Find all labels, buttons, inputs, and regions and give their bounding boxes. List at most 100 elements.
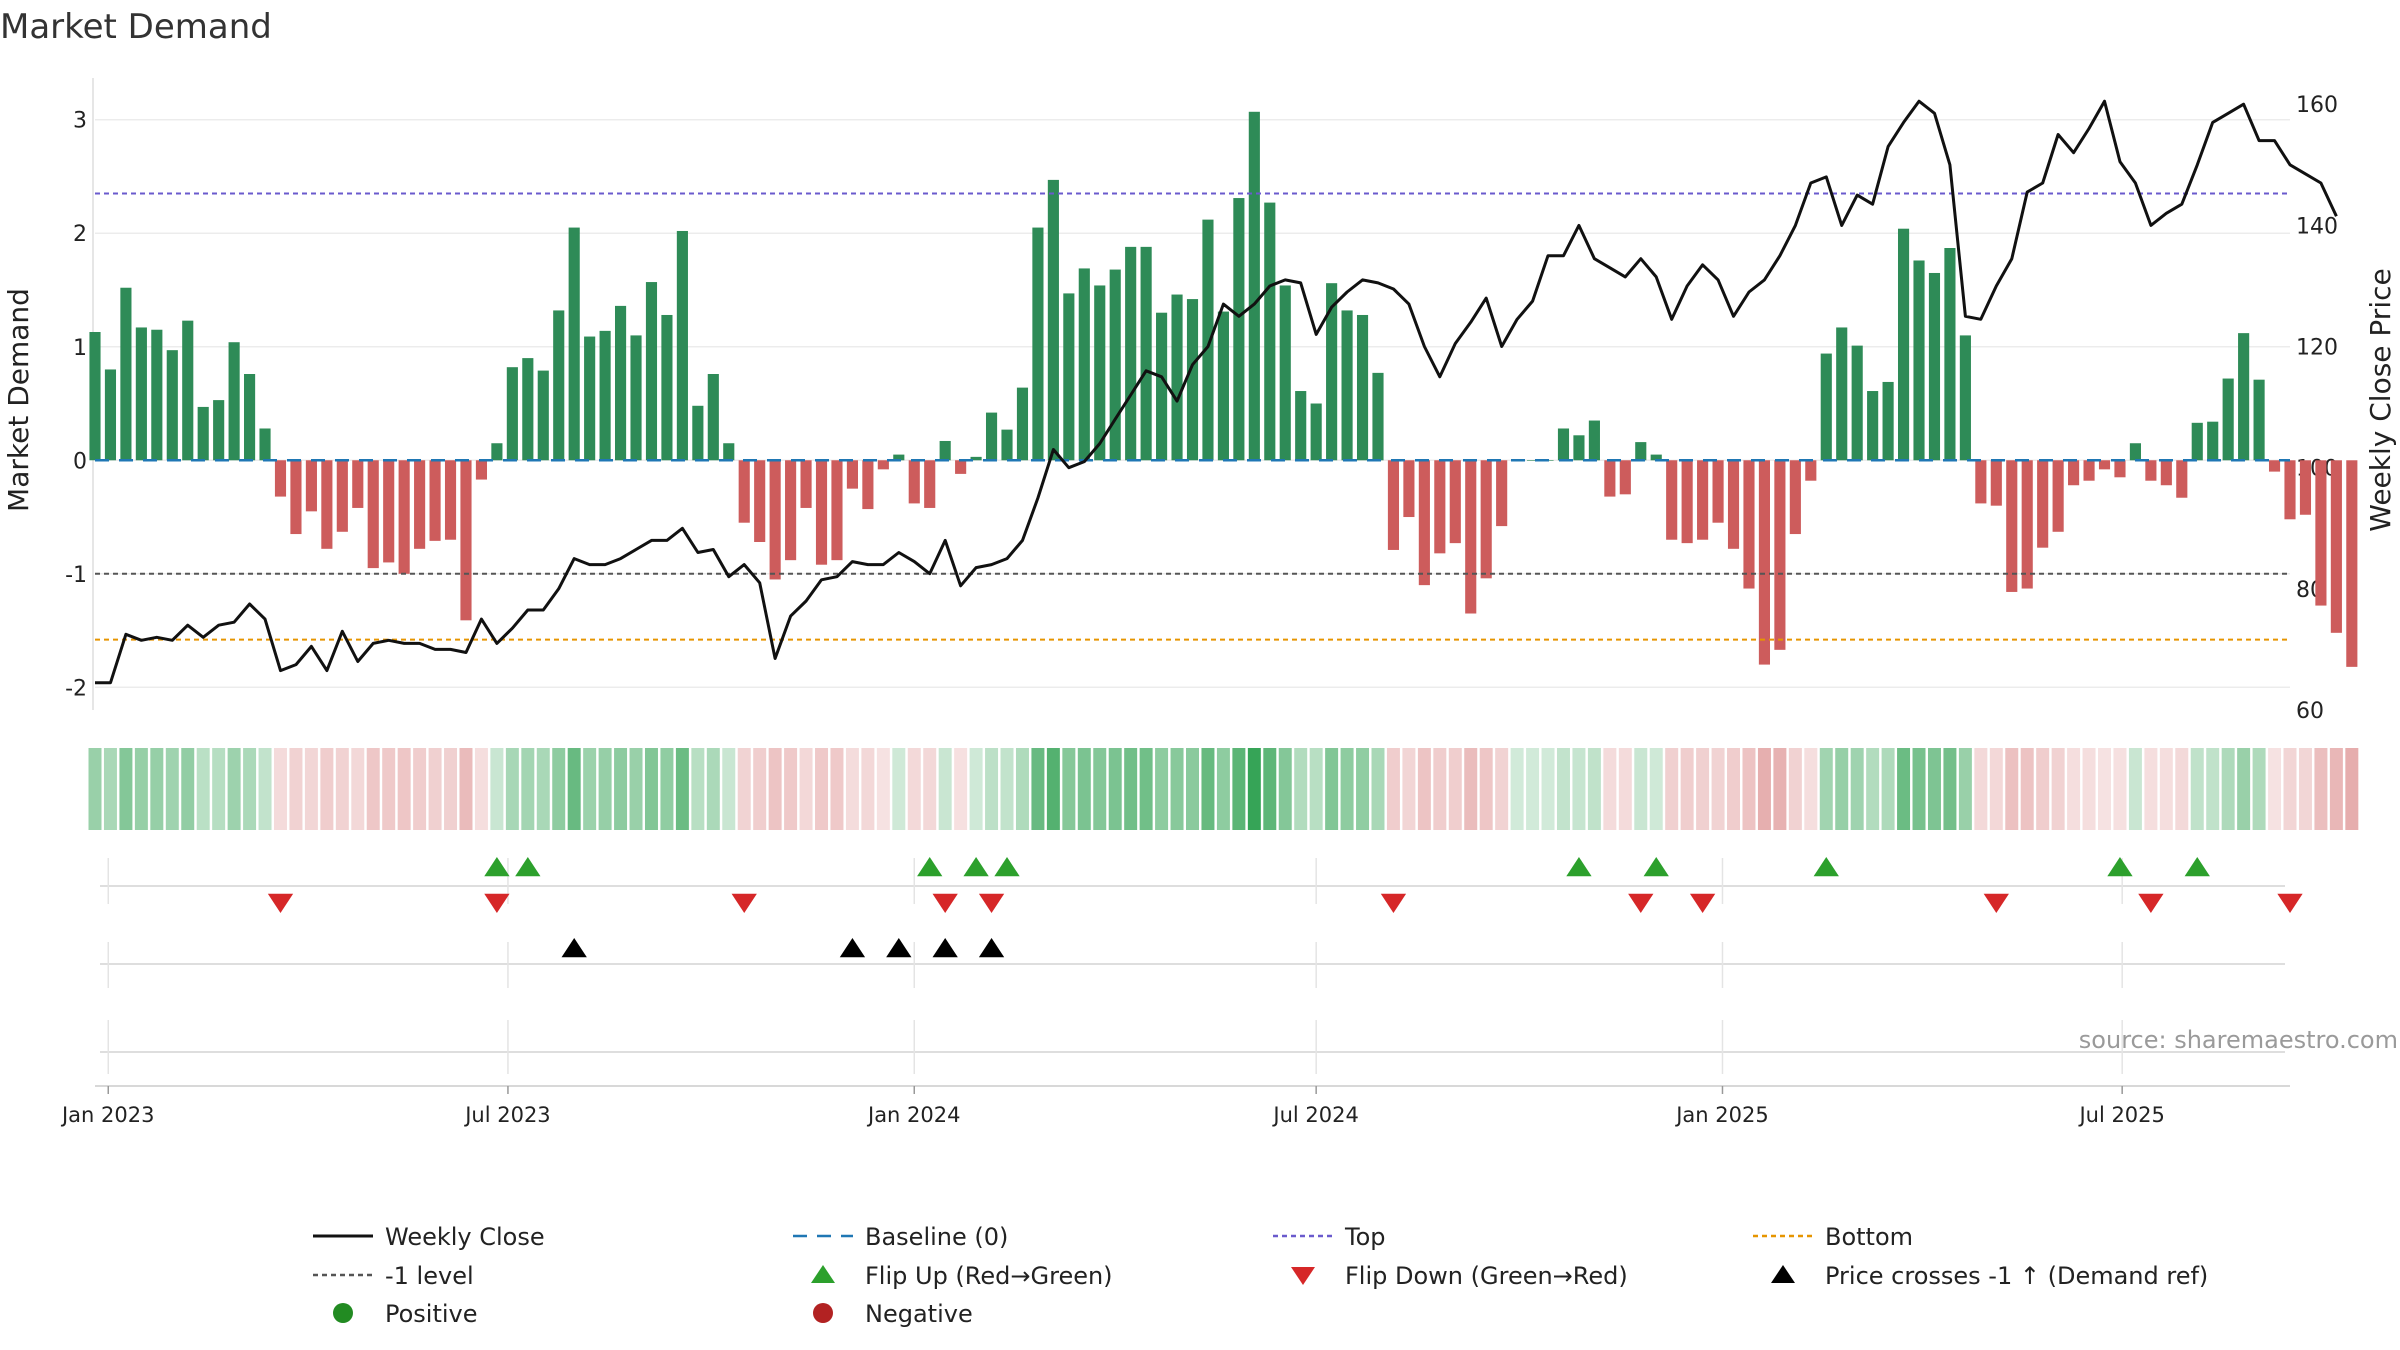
- heat-cell: [1680, 748, 1694, 830]
- legend-label: Baseline (0): [865, 1223, 1008, 1251]
- demand-bar-positive: [676, 230, 688, 461]
- demand-bar-positive: [1573, 435, 1585, 461]
- heat-cell: [320, 748, 334, 830]
- demand-bar-negative: [2176, 460, 2188, 498]
- heat-cell: [784, 748, 798, 830]
- demand-bar-positive: [166, 350, 178, 461]
- heat-cell: [938, 748, 952, 830]
- demand-bar-positive: [104, 369, 117, 461]
- demand-bar-positive: [1248, 111, 1260, 461]
- heat-cell: [1108, 748, 1122, 830]
- demand-bar-positive: [1326, 283, 1338, 461]
- demand-bar-positive: [228, 342, 240, 461]
- heat-cell: [1556, 748, 1570, 830]
- demand-bar-positive: [1959, 335, 1971, 461]
- demand-bar-positive: [970, 456, 982, 461]
- demand-bar-positive: [1557, 428, 1570, 461]
- heat-cell: [1912, 748, 1926, 830]
- heat-cell: [1897, 748, 1911, 830]
- demand-bar-positive: [2191, 422, 2203, 461]
- demand-bar-negative: [877, 460, 889, 470]
- demand-bar-negative: [2299, 460, 2312, 515]
- demand-bar-negative: [1681, 460, 1693, 544]
- demand-bar-negative: [2145, 460, 2157, 481]
- heat-cell: [1139, 748, 1153, 830]
- demand-bar-positive: [1341, 310, 1353, 461]
- heat-cell: [536, 748, 550, 830]
- flip-down-marker: [1380, 893, 1407, 913]
- heat-cell: [1294, 748, 1308, 830]
- demand-bar-positive: [1944, 248, 1956, 461]
- demand-bar-negative: [1805, 460, 1817, 481]
- heat-cell: [583, 748, 597, 830]
- heat-cell: [2283, 748, 2297, 830]
- demand-bar-negative: [1449, 460, 1461, 544]
- heat-cell: [552, 748, 566, 830]
- heat-cell: [1696, 748, 1710, 830]
- demand-bar-negative: [2114, 460, 2126, 478]
- demand-bar-positive: [182, 320, 194, 461]
- heat-cell: [830, 748, 844, 830]
- demand-bar-negative: [2160, 460, 2172, 486]
- heat-cell: [351, 748, 365, 830]
- heat-cell: [1804, 748, 1818, 830]
- flip-up-marker: [963, 857, 989, 877]
- heat-cell: [1155, 748, 1169, 830]
- heat-cell: [1989, 748, 2003, 830]
- heat-cell: [258, 748, 272, 830]
- demand-bar-positive: [1928, 272, 1941, 461]
- heat-cell: [2190, 748, 2204, 830]
- heat-cell: [1170, 748, 1184, 830]
- demand-bar-positive: [506, 367, 518, 461]
- demand-bar-positive: [1078, 268, 1090, 461]
- heat-cell: [1186, 748, 1199, 830]
- heat-cell: [1031, 748, 1045, 830]
- demand-bar-positive: [985, 412, 998, 461]
- demand-bar-negative: [1789, 460, 1801, 535]
- heat-cell: [1742, 748, 1756, 830]
- y2-axis-label: Weekly Close Price: [2364, 268, 2397, 531]
- heat-cell: [1077, 748, 1091, 830]
- flip-up-marker: [515, 857, 541, 877]
- demand-bar-negative: [1387, 460, 1400, 550]
- heat-cell: [119, 748, 133, 830]
- demand-bar-negative: [1465, 460, 1477, 614]
- demand-bar-positive: [1109, 269, 1121, 461]
- demand-bar-positive: [1140, 246, 1152, 461]
- heat-cell: [1866, 748, 1880, 830]
- heat-cell: [876, 748, 890, 830]
- demand-bar-positive: [893, 454, 905, 461]
- heat-cell: [861, 748, 875, 830]
- heat-cell: [1541, 748, 1555, 830]
- heat-cell: [799, 748, 813, 830]
- heat-cell: [923, 748, 937, 830]
- demand-bar-positive: [1217, 311, 1229, 461]
- demand-heat-strip: [88, 748, 2359, 830]
- legend-label: -1 level: [385, 1262, 474, 1290]
- heat-cell: [1232, 748, 1246, 830]
- legend-label: Price crosses -1 ↑ (Demand ref): [1825, 1262, 2208, 1290]
- heat-cell: [1433, 748, 1447, 830]
- demand-bar-negative: [2284, 460, 2296, 520]
- demand-bar-positive: [1125, 246, 1137, 461]
- y-tick-label: 3: [73, 109, 87, 134]
- heat-cell: [1649, 748, 1663, 830]
- demand-bar-positive: [1016, 387, 1029, 461]
- x-tick-label: Jan 2024: [866, 1103, 961, 1127]
- heat-cell: [1495, 748, 1509, 830]
- heat-cell: [1835, 748, 1849, 830]
- heat-cell: [1386, 748, 1400, 830]
- y2-tick-label: 120: [2296, 336, 2338, 361]
- demand-bar-positive: [1186, 299, 1199, 461]
- demand-bar-negative: [1712, 460, 1724, 523]
- heat-cell: [366, 748, 380, 830]
- legend-label: Flip Down (Green→Red): [1345, 1262, 1628, 1290]
- demand-bar-positive: [1310, 403, 1322, 461]
- heat-cell: [722, 748, 736, 830]
- demand-bar-positive: [2222, 378, 2234, 461]
- heat-cell: [88, 748, 102, 830]
- demand-bar-positive: [1001, 429, 1013, 461]
- demand-bar-positive: [1156, 312, 1168, 461]
- heat-cell: [815, 748, 829, 830]
- heat-cell: [1587, 748, 1601, 830]
